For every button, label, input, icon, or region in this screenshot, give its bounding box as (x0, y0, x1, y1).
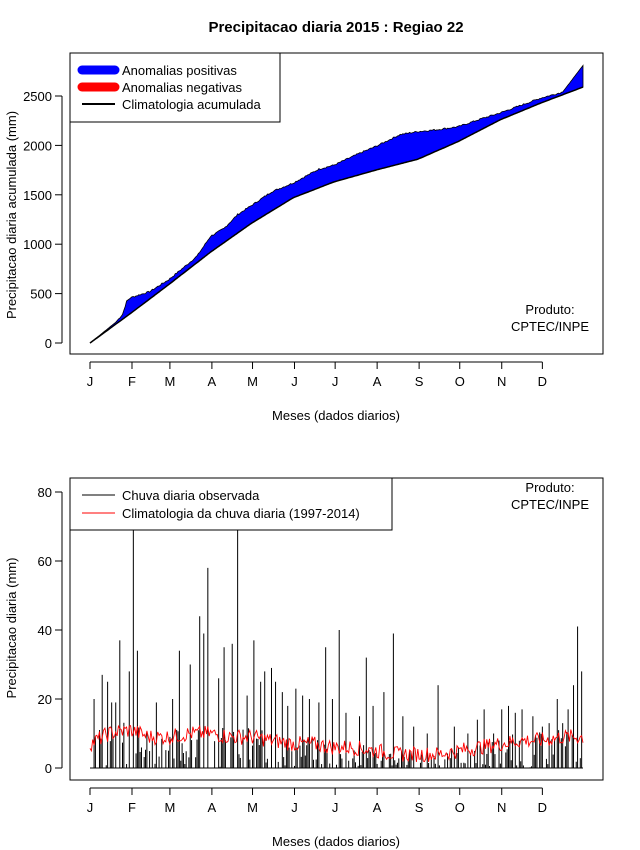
daily-y-tick-label: 0 (45, 761, 52, 776)
cumulative-y-tick-label: 1000 (23, 237, 52, 252)
cumulative-x-tick-label: J (87, 374, 94, 389)
daily-x-tick-label: M (164, 800, 175, 815)
legend-label-negative: Anomalias negativas (122, 80, 242, 95)
daily-y-tick-label: 80 (38, 485, 52, 500)
daily-x-tick-label: J (87, 800, 94, 815)
cumulative-x-tick-label: A (208, 374, 217, 389)
daily-x-tick-label: D (538, 800, 547, 815)
climatology-cumulative-line (89, 86, 584, 344)
cumulative-y-tick-label: 0 (45, 336, 52, 351)
daily-y-tick-label: 20 (38, 692, 52, 707)
daily-x-label: Meses (dados diarios) (272, 834, 400, 849)
daily-x-tick-label: F (128, 800, 136, 815)
daily-credit-line-1: Produto: (525, 480, 574, 495)
cumulative-y-tick-label: 500 (30, 287, 52, 302)
daily-x-tick-label: O (455, 800, 465, 815)
daily-legend: Chuva diaria observada Climatologia da c… (69, 477, 393, 531)
daily-y-label: Precipitacao diaria (mm) (4, 558, 19, 699)
cumulative-x-tick-label: S (415, 374, 424, 389)
daily-x-tick-label: M (247, 800, 258, 815)
daily-panel: 0 20 40 60 80 J F M A M J J A S O N D Precipitacao diar… (4, 477, 604, 849)
cumulative-y-axis: 0 500 1000 1500 2000 2500 (23, 89, 63, 351)
cumulative-y-tick-label: 2500 (23, 89, 52, 104)
cumulative-credit-line-2: CPTEC/INPE (511, 319, 589, 334)
cumulative-x-tick-label: M (247, 374, 258, 389)
daily-x-tick-label: N (497, 800, 506, 815)
daily-x-tick-label: J (332, 800, 339, 815)
legend-label-daily-climatology: Climatologia da chuva diaria (1997-2014) (122, 506, 360, 521)
cumulative-y-tick-label: 1500 (23, 188, 52, 203)
cumulative-x-tick-label: F (128, 374, 136, 389)
cumulative-x-tick-label: N (497, 374, 506, 389)
daily-x-tick-label: A (373, 800, 382, 815)
cumulative-legend: Anomalias positivas Anomalias negativas … (69, 52, 281, 123)
cumulative-x-tick-label: O (455, 374, 465, 389)
cumulative-y-tick-label: 2000 (23, 138, 52, 153)
legend-label-observed: Chuva diaria observada (122, 488, 260, 503)
daily-climatology-line (89, 724, 584, 763)
figure-title: Precipitacao diaria 2015 : Regiao 22 (208, 19, 463, 36)
cumulative-x-tick-label: J (291, 374, 298, 389)
cumulative-x-tick-label: A (373, 374, 382, 389)
daily-y-axis: 0 20 40 60 80 (38, 485, 63, 776)
daily-credit-line-2: CPTEC/INPE (511, 497, 589, 512)
cumulative-x-tick-label: M (164, 374, 175, 389)
cumulative-panel: 0 500 1000 1500 2000 2500 J F M A M J J A S O N D Precip… (4, 52, 604, 423)
cumulative-x-label: Meses (dados diarios) (272, 408, 400, 423)
legend-label-climatology: Climatologia acumulada (122, 97, 262, 112)
daily-y-tick-label: 60 (38, 554, 52, 569)
daily-legend-box (69, 477, 393, 531)
daily-x-tick-label: A (208, 800, 217, 815)
cumulative-plot-frame (69, 52, 604, 355)
cumulative-x-tick-label: D (538, 374, 547, 389)
cumulative-y-label: Precipitacao diaria acumulada (mm) (4, 111, 19, 319)
daily-y-tick-label: 40 (38, 623, 52, 638)
cumulative-x-tick-label: J (332, 374, 339, 389)
cumulative-credit-line-1: Produto: (525, 302, 574, 317)
daily-plot-area (89, 498, 584, 769)
legend-label-positive: Anomalias positivas (122, 63, 237, 78)
daily-x-tick-label: S (415, 800, 424, 815)
cumulative-plot-area (89, 64, 584, 344)
daily-x-tick-label: J (291, 800, 298, 815)
